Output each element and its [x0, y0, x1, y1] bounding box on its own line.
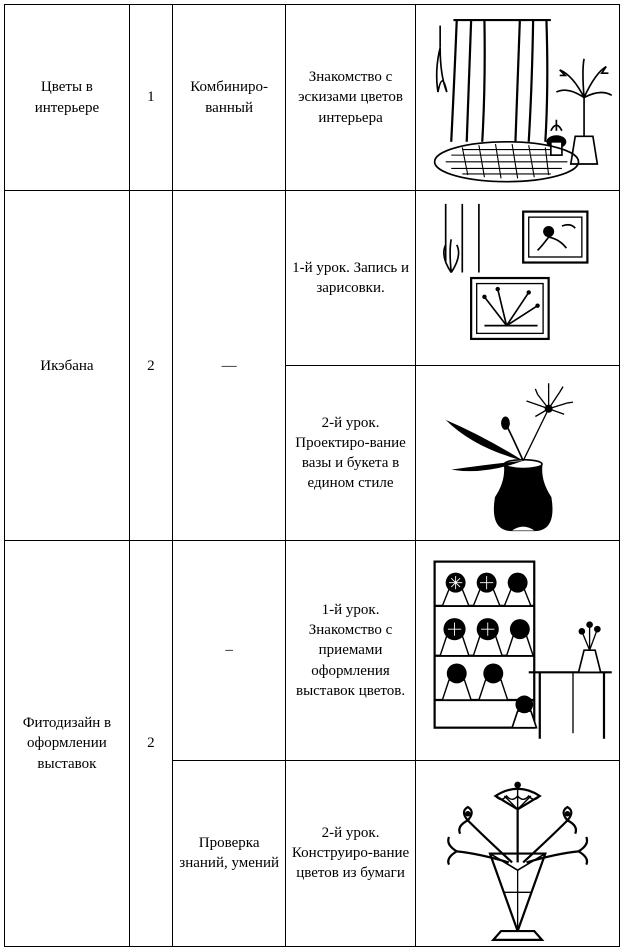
- cell-hours: 2: [129, 541, 172, 946]
- cell-illustration: [415, 760, 619, 946]
- table-row: Икэбана 2 — 1-й урок. Запись и зарисовки…: [5, 191, 620, 366]
- cell-task: 1-й урок. Знакомство с приемами оформлен…: [286, 541, 415, 760]
- cell-illustration: [415, 366, 619, 541]
- cell-task: Знакомство с эскизами цветов интерьера: [286, 5, 415, 191]
- cell-type: Комбиниро-ванный: [172, 5, 285, 191]
- cell-task: 1-й урок. Запись и зарисовки.: [286, 191, 415, 366]
- cell-hours: 2: [129, 191, 172, 541]
- interior-flowers-sketch-icon: [418, 9, 617, 186]
- curriculum-table: Цветы в интерьере 1 Комбиниро-ванный Зна…: [4, 4, 620, 947]
- cell-task: 2-й урок. Проектиро-вание вазы и букета …: [286, 366, 415, 541]
- table-row: Фитодизайн в оформлении выставок 2 – 1-й…: [5, 541, 620, 760]
- paper-flower-construction-icon: [418, 765, 617, 942]
- cell-illustration: [415, 5, 619, 191]
- ikebana-notes-sketch-icon: [418, 195, 617, 361]
- table-row: Цветы в интерьере 1 Комбиниро-ванный Зна…: [5, 5, 620, 191]
- cell-topic: Икэбана: [5, 191, 130, 541]
- cell-type: —: [172, 191, 285, 541]
- flower-exhibition-display-icon: [418, 545, 617, 755]
- cell-type: Проверка знаний, умений: [172, 760, 285, 946]
- cell-illustration: [415, 191, 619, 366]
- cell-hours: 1: [129, 5, 172, 191]
- cell-type: –: [172, 541, 285, 760]
- cell-topic: Фитодизайн в оформлении выставок: [5, 541, 130, 946]
- ikebana-vase-bouquet-icon: [418, 370, 617, 536]
- page: Цветы в интерьере 1 Комбиниро-ванный Зна…: [0, 0, 624, 831]
- cell-topic: Цветы в интерьере: [5, 5, 130, 191]
- cell-task: 2-й урок. Конструиро-вание цветов из бум…: [286, 760, 415, 946]
- cell-illustration: [415, 541, 619, 760]
